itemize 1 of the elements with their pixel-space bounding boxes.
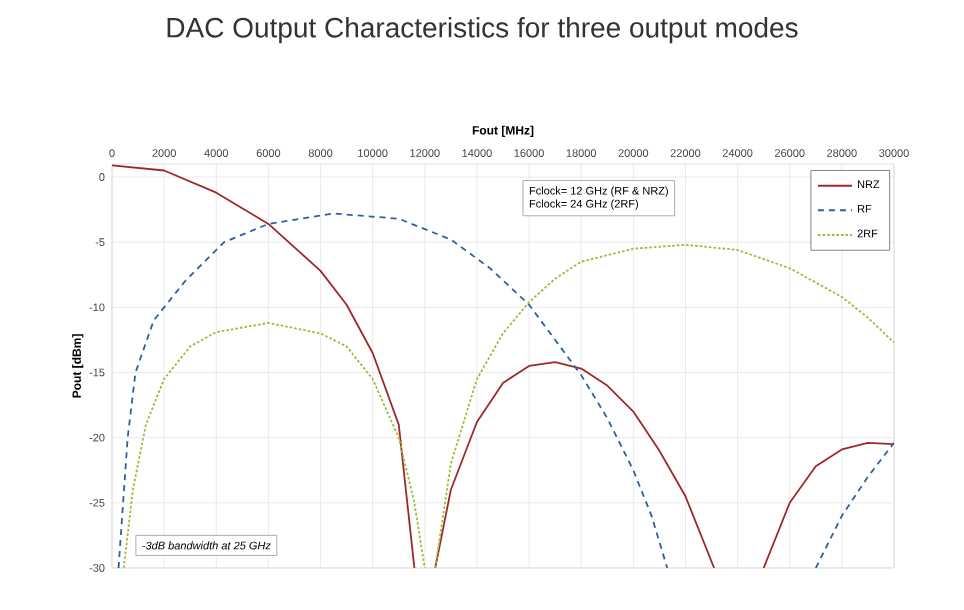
chart-title: DAC Output Characteristics for three output modes: [167, 17, 798, 44]
